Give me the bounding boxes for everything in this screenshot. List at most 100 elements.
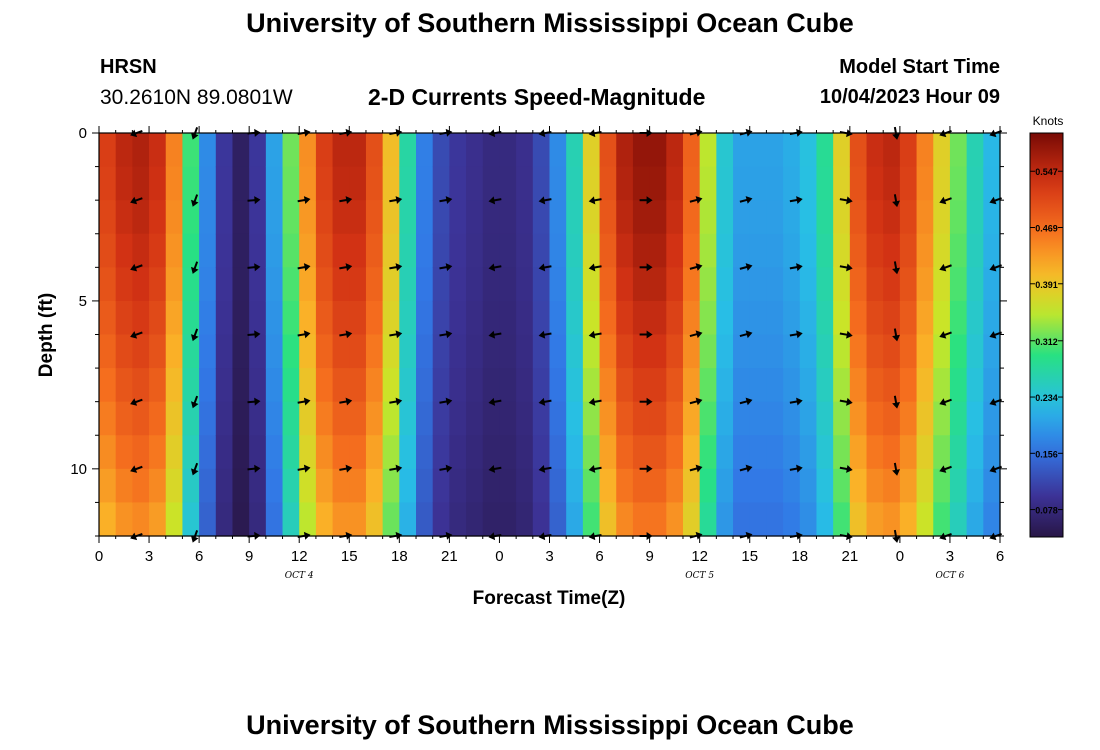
- heatmap-cell: [149, 200, 167, 235]
- heatmap-cell: [649, 166, 667, 201]
- heatmap-cell: [799, 200, 818, 235]
- heatmap-cell: [315, 267, 334, 302]
- heatmap-cell: [899, 502, 918, 537]
- vector-head: [395, 464, 403, 473]
- heatmap-cell: [699, 200, 717, 235]
- heatmap-cell: [733, 200, 751, 235]
- current-vector: [689, 330, 703, 339]
- heatmap-cell: [733, 334, 751, 369]
- heatmap-cell: [699, 166, 717, 201]
- vector-head: [445, 464, 453, 473]
- vector-head: [892, 536, 901, 543]
- vector-head: [846, 263, 853, 272]
- heatmap-cell: [716, 267, 734, 302]
- heatmap-cell: [466, 502, 484, 537]
- heatmap-cell: [949, 435, 968, 470]
- heatmap-cell: [399, 502, 417, 537]
- vector-head: [345, 263, 353, 272]
- heatmap-cell: [582, 502, 601, 537]
- y-axis-label: Depth (ft): [36, 293, 57, 377]
- heatmap-cell: [682, 200, 701, 235]
- heatmap-cell: [99, 401, 117, 436]
- heatmap-cell: [99, 468, 117, 504]
- heatmap-cell: [566, 368, 584, 403]
- current-vector: [247, 464, 261, 473]
- heatmap-cell: [733, 133, 751, 168]
- heatmap-cell: [315, 233, 334, 268]
- heatmap-cell: [699, 334, 717, 369]
- heatmap-cell: [582, 435, 601, 470]
- vector-head: [939, 465, 947, 473]
- heatmap-cell: [549, 133, 567, 168]
- heatmap-cell: [365, 435, 384, 470]
- heatmap-cell: [549, 502, 567, 537]
- current-vector: [892, 395, 901, 409]
- heatmap-cell: [466, 435, 484, 470]
- heatmap-cell: [315, 468, 334, 504]
- heatmap-cell: [115, 233, 133, 268]
- heatmap-cell: [699, 233, 717, 268]
- heatmap-cell: [916, 368, 934, 403]
- current-vector: [739, 464, 753, 473]
- heatmap-cell: [733, 267, 751, 302]
- heatmap-cell: [299, 468, 317, 504]
- current-vector: [939, 263, 952, 272]
- heatmap-cell: [282, 233, 300, 268]
- heatmap-cell: [532, 200, 551, 235]
- heatmap-cell: [199, 200, 217, 235]
- heatmap-cell: [783, 468, 801, 504]
- heatmap-cell: [165, 401, 184, 436]
- heatmap-cell: [883, 267, 901, 302]
- heatmap-cell: [716, 401, 734, 436]
- heatmap-cell: [399, 334, 417, 369]
- colorbar-tick-label: 0.156: [1035, 449, 1058, 459]
- heatmap-cell: [716, 166, 734, 201]
- vector-head: [345, 196, 353, 204]
- heatmap-cell: [599, 133, 617, 168]
- current-vector: [639, 464, 653, 473]
- heatmap-cell: [132, 502, 150, 537]
- heatmap-cell: [132, 435, 150, 470]
- heatmap-cell: [549, 300, 567, 336]
- heatmap-cell: [866, 368, 884, 403]
- heatmap-cell: [682, 502, 701, 537]
- heatmap-cell: [115, 468, 133, 504]
- heatmap-cell: [766, 368, 784, 403]
- heatmap-cell: [132, 334, 150, 369]
- x-tick-label: 12: [291, 548, 308, 565]
- heatmap-cell: [382, 233, 400, 268]
- current-vector: [739, 263, 753, 271]
- vector-head: [939, 331, 947, 339]
- heatmap-cell: [482, 233, 501, 268]
- heatmap-cell: [766, 267, 784, 302]
- x-tick-label: 6: [996, 548, 1004, 565]
- current-vector: [297, 464, 311, 473]
- heatmap-cell: [949, 166, 968, 201]
- heatmap-cell: [966, 368, 984, 403]
- heatmap-cell: [349, 166, 367, 201]
- vector-head: [745, 397, 753, 406]
- heatmap-cell: [532, 368, 551, 403]
- heatmap-cell: [799, 502, 818, 537]
- heatmap-cell: [466, 166, 484, 201]
- heatmap-cell: [549, 233, 567, 268]
- vector-head: [538, 263, 546, 272]
- heatmap-cell: [933, 200, 951, 235]
- heatmap-cell: [916, 166, 934, 201]
- heatmap-cell: [949, 334, 968, 369]
- heatmap-cell: [99, 133, 117, 168]
- heatmap-cell: [299, 166, 317, 201]
- heatmap-cell: [165, 166, 184, 201]
- heatmap-cell: [149, 502, 167, 537]
- heatmap-cell: [566, 233, 584, 268]
- heatmap-cell: [699, 401, 717, 436]
- heatmap-cell: [432, 401, 450, 436]
- heatmap-cell: [365, 200, 384, 235]
- current-vector: [538, 263, 552, 272]
- vector-head: [395, 397, 403, 406]
- heatmap-cell: [916, 133, 934, 168]
- heatmap-cell: [532, 233, 551, 268]
- heatmap-cell: [315, 502, 334, 537]
- heatmap-cell: [632, 166, 651, 201]
- heatmap-cell: [883, 401, 901, 436]
